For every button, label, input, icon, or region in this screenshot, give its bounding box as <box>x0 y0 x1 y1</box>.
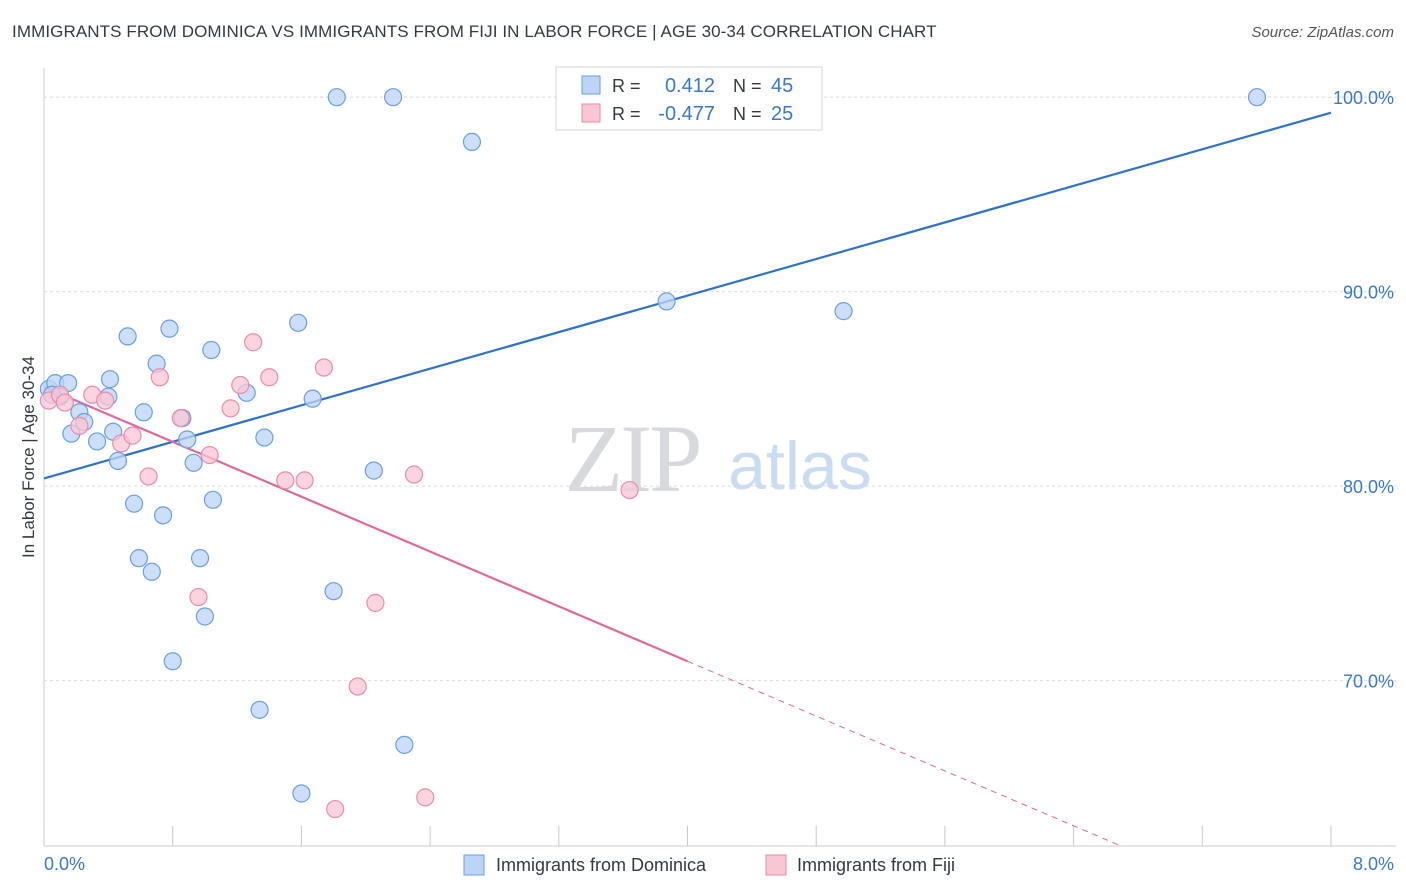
point-dominica[interactable] <box>203 490 223 509</box>
point-fiji[interactable] <box>55 393 75 412</box>
point-fiji[interactable] <box>171 409 190 428</box>
y-tick-label: 80.0% <box>1343 477 1394 497</box>
point-dominica[interactable] <box>142 562 161 581</box>
point-fiji[interactable] <box>314 358 334 377</box>
point-fiji[interactable] <box>620 480 639 500</box>
legend-label-dominica[interactable]: Immigrants from Dominica <box>496 855 707 875</box>
point-fiji[interactable] <box>416 788 435 807</box>
point-dominica[interactable] <box>129 549 149 568</box>
point-dominica[interactable] <box>87 432 107 451</box>
point-fiji[interactable] <box>348 677 367 696</box>
point-dominica[interactable] <box>178 430 197 449</box>
point-fiji[interactable] <box>366 593 385 612</box>
trend-line-dominica <box>43 111 1332 480</box>
chart-title: IMMIGRANTS FROM DOMINICA VS IMMIGRANTS F… <box>12 22 937 41</box>
point-dominica[interactable] <box>108 451 128 470</box>
point-dominica[interactable] <box>100 370 120 389</box>
point-dominica[interactable] <box>195 607 214 626</box>
point-fiji[interactable] <box>295 471 314 490</box>
point-dominica[interactable] <box>160 319 179 338</box>
point-dominica[interactable] <box>383 88 403 107</box>
x-axis-ticks <box>43 826 1332 846</box>
point-dominica[interactable] <box>118 327 137 346</box>
stats-n-label-fiji: N = <box>733 104 762 124</box>
point-fiji[interactable] <box>200 445 219 465</box>
point-dominica[interactable] <box>657 292 676 311</box>
chart-source: Source: ZipAtlas.com <box>1251 24 1394 41</box>
point-dominica[interactable] <box>202 340 221 360</box>
y-tick-label: 100.0% <box>1333 88 1394 108</box>
point-dominica[interactable] <box>153 506 173 525</box>
point-fiji[interactable] <box>139 467 158 486</box>
legend-swatch-fiji[interactable] <box>765 854 787 876</box>
point-dominica[interactable] <box>163 652 182 671</box>
point-fiji[interactable] <box>123 426 142 445</box>
point-dominica[interactable] <box>303 389 322 408</box>
trend-line-fiji <box>43 385 688 663</box>
point-fiji[interactable] <box>70 416 89 435</box>
stats-r-value-dominica: 0.412 <box>665 75 715 97</box>
y-tick-label: 70.0% <box>1343 672 1394 692</box>
point-fiji[interactable] <box>150 368 169 387</box>
stats-n-label-dominica: N = <box>733 76 762 96</box>
point-dominica[interactable] <box>364 461 383 480</box>
x-tick-label-max: 8.0% <box>1353 854 1394 874</box>
point-dominica[interactable] <box>327 88 346 107</box>
point-fiji[interactable] <box>244 333 263 352</box>
point-fiji[interactable] <box>96 391 115 410</box>
point-dominica[interactable] <box>255 428 274 447</box>
series-legend: Immigrants from Dominica Immigrants from… <box>463 854 955 876</box>
y-tick-labels: 100.0% 90.0% 80.0% 70.0% <box>1333 88 1394 692</box>
y-tick-label: 90.0% <box>1343 283 1394 303</box>
point-fiji[interactable] <box>326 799 345 819</box>
trend-line-extension-fiji <box>687 660 1122 847</box>
stats-swatch-dominica <box>581 75 601 95</box>
point-fiji[interactable] <box>189 587 208 607</box>
y-axis-label: In Labor Force | Age 30-34 <box>19 356 38 558</box>
point-fiji[interactable] <box>231 375 250 395</box>
point-fiji[interactable] <box>260 368 279 387</box>
point-dominica[interactable] <box>184 453 203 472</box>
stats-swatch-fiji <box>581 103 601 123</box>
watermark-atlas: atlas <box>728 428 872 504</box>
stats-n-value-fiji: 25 <box>771 103 793 125</box>
point-dominica[interactable] <box>834 302 853 321</box>
point-dominica[interactable] <box>1247 88 1267 107</box>
legend-label-fiji[interactable]: Immigrants from Fiji <box>797 855 955 875</box>
point-fiji[interactable] <box>276 471 295 490</box>
point-fiji[interactable] <box>221 399 240 418</box>
point-dominica[interactable] <box>324 582 343 601</box>
scatter-points <box>39 88 1267 819</box>
stats-r-value-fiji: -0.477 <box>658 103 715 125</box>
point-dominica[interactable] <box>395 735 414 754</box>
point-dominica[interactable] <box>134 403 153 422</box>
stats-r-label-fiji: R = <box>612 104 641 124</box>
stats-legend: R = 0.412 N = 45 R = -0.477 N = 25 <box>555 66 823 131</box>
point-dominica[interactable] <box>289 313 308 332</box>
point-dominica[interactable] <box>250 700 269 719</box>
point-dominica[interactable] <box>124 494 144 513</box>
trend-lines <box>43 111 1332 847</box>
point-dominica[interactable] <box>462 132 482 152</box>
legend-swatch-dominica[interactable] <box>463 854 485 876</box>
point-fiji[interactable] <box>404 465 424 484</box>
x-tick-label-min: 0.0% <box>44 854 85 874</box>
point-dominica[interactable] <box>190 549 210 568</box>
stats-n-value-dominica: 45 <box>771 75 793 97</box>
stats-r-label-dominica: R = <box>612 76 641 96</box>
point-dominica[interactable] <box>292 784 311 803</box>
